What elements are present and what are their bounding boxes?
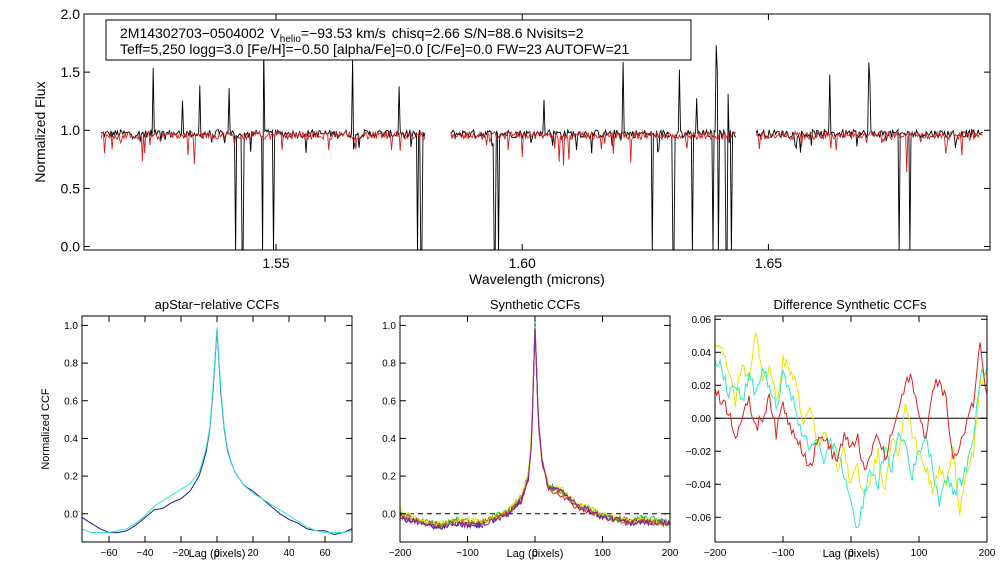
synthetic-ccf-plot-area [400, 322, 670, 531]
synthetic-ccf-xlabel: Lag (pixels) [507, 548, 564, 560]
apstar-ccf-plot-area [82, 327, 352, 536]
x-tick-label: −60 [101, 548, 118, 559]
ccf-lines [715, 331, 987, 528]
x-tick-label: −200 [389, 548, 412, 559]
y-tick-label: 1.0 [382, 321, 396, 332]
x-tick-label: 100 [911, 548, 928, 559]
vhelio-subscript: helio [280, 34, 302, 45]
y-tick-label: 0.4 [64, 434, 78, 445]
y-tick-label: 0.0 [382, 509, 396, 520]
x-tick-label: −100 [456, 548, 479, 559]
apstar-ccf-axes: −60 −40 −20 0 20 40 60 0.0 0.2 0.4 0.6 0.8 1.0 [64, 316, 352, 559]
x-tick-label: 1.55 [262, 255, 289, 271]
ccf-series-orange [400, 328, 670, 529]
y-tick-label: 0.00 [692, 414, 712, 425]
ccf-series-red [400, 327, 670, 530]
ccf-lines [82, 327, 352, 536]
spectrum-ylabel: Normalized Flux [32, 81, 48, 182]
ccf-series-green [400, 325, 670, 529]
difference-ccf-plot-area [715, 331, 987, 528]
ccf-series-red [715, 342, 987, 471]
difference-ccf-title: Difference Synthetic CCFs [774, 297, 927, 312]
y-tick-label: 0.2 [64, 472, 78, 483]
y-tick-label: 0.6 [64, 396, 78, 407]
model-spectrum-line [100, 129, 983, 173]
y-tick-label: 1.0 [64, 321, 78, 332]
ccf-series-blue [82, 329, 352, 536]
x-tick-label: 60 [319, 548, 331, 559]
x-tick-label: 1.65 [755, 255, 782, 271]
ccf-series-blue [400, 322, 670, 531]
y-tick-label: 0.8 [382, 359, 396, 370]
y-tick-label: 0.06 [692, 315, 712, 326]
spectrum-lines [100, 44, 983, 250]
synthetic-ccf-panel: Synthetic CCFs −200 −100 0 100 200 0.0 0.2 0.4 0… [382, 297, 679, 560]
y-tick-label: 1.5 [61, 64, 81, 80]
x-tick-label: 0 [532, 548, 538, 559]
ccf-series-cyan [715, 358, 987, 528]
y-tick-label: 0.0 [64, 509, 78, 520]
apstar-ccf-frame [81, 315, 353, 543]
star-name: 2M14302703−0504002 [120, 25, 265, 41]
x-tick-label: −100 [772, 548, 795, 559]
spectrum-xlabel: Wavelength (microns) [469, 271, 605, 287]
y-tick-label: 2.0 [61, 6, 81, 22]
synthetic-ccf-frame [399, 315, 671, 543]
spectrum-axes: 1.55 1.60 1.65 0.0 0.5 1.0 1.5 2.0 [61, 6, 990, 271]
x-tick-label: 200 [662, 548, 679, 559]
ccf-series-yellow [715, 331, 987, 516]
spectrum-plot-area [100, 44, 983, 250]
y-tick-label: 0.2 [382, 472, 396, 483]
header-line-2: Teff=5,250 logg=3.0 [Fe/H]=−0.50 [alpha/… [120, 41, 629, 57]
y-tick-label: −0.02 [686, 447, 712, 458]
x-tick-label: −40 [137, 548, 154, 559]
y-tick-label: 0.04 [692, 348, 712, 359]
synthetic-ccf-axes: −200 −100 0 100 200 0.0 0.2 0.4 0.6 0.8 1.0 [382, 316, 679, 559]
ccf-series-purple [400, 328, 670, 530]
apstar-ccf-ylabel: Normalized CCF [40, 388, 52, 470]
y-tick-label: 1.0 [61, 122, 81, 138]
header-line-1: 2M14302703−0504002 Vhelio=−93.53 km/s chis… [120, 25, 584, 45]
y-tick-label: 0.4 [382, 434, 396, 445]
spectrum-panel: 1.55 1.60 1.65 0.0 0.5 1.0 1.5 2.0 2M14302703−0… [32, 6, 991, 287]
observed-spectrum-line [101, 44, 983, 250]
y-tick-label: 0.5 [61, 180, 81, 196]
difference-ccf-frame [714, 315, 988, 543]
x-tick-label: 0 [848, 548, 854, 559]
y-tick-label: 0.0 [61, 238, 81, 254]
apstar-ccf-panel: apStar−relative CCFs −60 −40 −20 0 20 40 60 0.0… [40, 297, 353, 560]
apstar-ccf-xlabel: Lag (pixels) [189, 548, 246, 560]
x-tick-label: −200 [704, 548, 727, 559]
apstar-ccf-title: apStar−relative CCFs [155, 297, 280, 312]
ccf-series-cyan [82, 327, 352, 534]
vhelio-value: =−93.53 km/s [301, 25, 386, 41]
ccf-lines [400, 322, 670, 531]
x-tick-label: −20 [173, 548, 190, 559]
y-tick-label: −0.06 [686, 513, 712, 524]
y-tick-label: 0.6 [382, 396, 396, 407]
difference-ccf-axes: −200 −100 0 100 200 −0.06 −0.04 −0.02 0.00 0.02 0.… [686, 315, 996, 559]
x-tick-label: 0 [214, 548, 220, 559]
y-tick-label: 0.8 [64, 359, 78, 370]
spectrum-frame [83, 13, 991, 251]
x-tick-label: 40 [283, 548, 295, 559]
x-tick-label: 100 [594, 548, 611, 559]
spectrum-header-box: 2M14302703−0504002 Vhelio=−93.53 km/s chis… [105, 19, 692, 61]
x-tick-label: 200 [979, 548, 996, 559]
difference-ccf-panel: Difference Synthetic CCFs −200 −100 0 100 20… [686, 297, 996, 560]
ccf-series-yellow [400, 326, 670, 528]
y-tick-label: 0.02 [692, 381, 712, 392]
x-tick-label: 20 [247, 548, 259, 559]
vhelio-label: V [270, 25, 280, 41]
synthetic-ccf-title: Synthetic CCFs [490, 297, 581, 312]
difference-ccf-xlabel: Lag (pixels) [823, 548, 880, 560]
header-box-frame [105, 19, 692, 61]
y-tick-label: −0.04 [686, 480, 712, 491]
x-tick-label: 1.60 [509, 255, 536, 271]
header-stats: chisq=2.66 S/N=88.6 Nvisits=2 [392, 25, 584, 41]
